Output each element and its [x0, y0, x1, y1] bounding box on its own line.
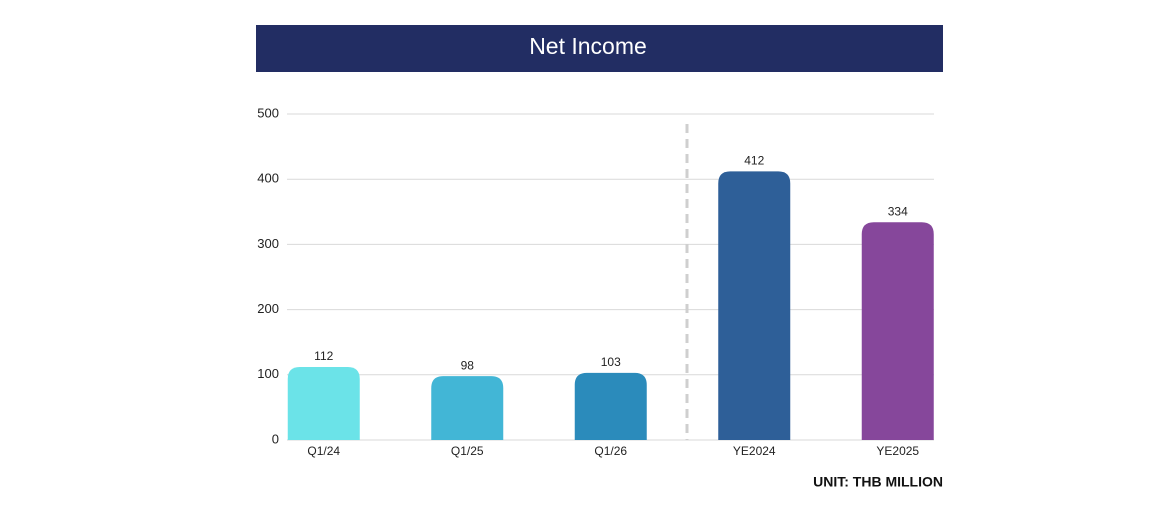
y-tick-label: 500 [257, 105, 279, 120]
unit-label: UNIT: THB MILLION [813, 474, 943, 490]
x-tick-label: Q1/25 [451, 444, 484, 458]
x-tick-label: Q1/26 [594, 444, 627, 458]
value-label: 98 [461, 358, 475, 372]
value-label: 334 [888, 204, 908, 218]
x-tick-label: YE2025 [876, 444, 919, 458]
x-tick-label: YE2024 [733, 444, 776, 458]
x-tick-label: Q1/24 [307, 444, 340, 458]
y-tick-label: 200 [257, 301, 279, 316]
bar [431, 376, 504, 440]
chart-title: Net Income [529, 33, 647, 59]
y-tick-label: 100 [257, 366, 279, 381]
y-tick-label: 0 [272, 431, 279, 446]
y-tick-label: 300 [257, 236, 279, 251]
y-tick-label: 400 [257, 171, 279, 186]
value-label: 112 [314, 349, 333, 363]
bar [574, 372, 647, 440]
bar [861, 222, 934, 440]
value-label: 103 [601, 355, 621, 369]
value-label: 412 [744, 154, 764, 168]
bar [718, 171, 791, 440]
bar [287, 366, 360, 440]
title-banner [256, 25, 943, 72]
